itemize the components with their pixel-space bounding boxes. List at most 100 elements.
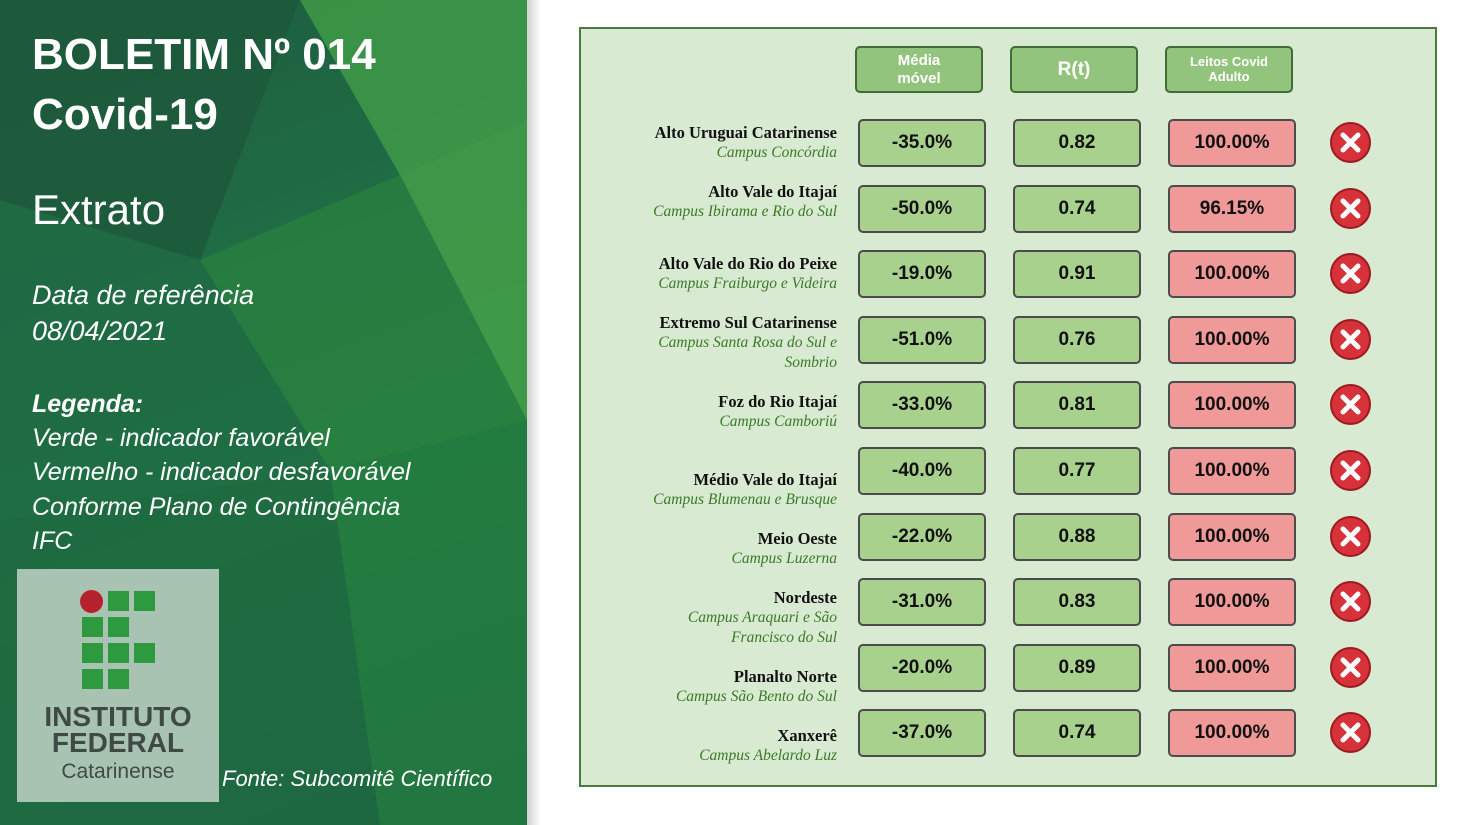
campus-name: Campus São Bento do Sul (675, 688, 837, 705)
bulletin-subject: Covid-19 (32, 90, 218, 139)
close-circle-icon (1330, 122, 1371, 163)
close-circle-icon (1330, 187, 1371, 229)
campus-name: Francisco do Sul (731, 629, 837, 646)
logo-square-icon (82, 617, 103, 637)
cell-rt: 0.88 (1013, 512, 1141, 561)
logo-circle-icon (80, 590, 103, 613)
region-name: Nordeste (773, 588, 837, 607)
region-name: Alto Uruguai Catarinense (654, 123, 837, 142)
close-circle-icon (1330, 581, 1371, 623)
cell-covid-beds: 100.00% (1168, 578, 1296, 627)
header-moving-average-line2: móvel (897, 69, 941, 87)
cell-rt: 0.81 (1013, 381, 1141, 430)
close-circle-icon (1330, 712, 1371, 754)
region-name: Alto Vale do Itajaí (708, 182, 837, 201)
close-circle-icon (1330, 450, 1371, 491)
region-name: Alto Vale do Rio do Peixe (658, 254, 837, 273)
cell-moving-average: -51.0% (858, 315, 986, 364)
cell-rt: 0.74 (1013, 709, 1141, 758)
region-label: Alto Vale do Itajaí Campus Ibirama e Rio … (597, 182, 837, 222)
close-circle-icon (1330, 646, 1371, 688)
campus-name: Sombrio (784, 354, 837, 371)
region-label: Alto Vale do Rio do Peixe Campus Fraiburg… (597, 254, 837, 294)
cell-rt: 0.77 (1013, 447, 1141, 495)
region-name: Planalto Norte (733, 667, 837, 686)
campus-name: Campus Fraiburgo e Videira (658, 275, 837, 292)
region-label: Nordeste Campus Araquari e São Francisco d… (597, 588, 837, 648)
reference-date-value: 08/04/2021 (32, 316, 168, 346)
cell-moving-average: -22.0% (858, 512, 986, 561)
cell-moving-average: -50.0% (858, 184, 986, 233)
source-note: Fonte: Subcomitê Científico (222, 766, 493, 791)
region-name: Extremo Sul Catarinense (659, 313, 837, 332)
logo-name-line2: FEDERAL (51, 727, 185, 758)
campus-name: Campus Ibirama e Rio do Sul (653, 203, 837, 220)
logo-square-icon (108, 617, 129, 637)
cell-covid-beds: 100.00% (1168, 315, 1296, 364)
campus-name: Campus Camboriú (719, 413, 837, 430)
legend-line-red: Vermelho - indicador desfavorável (32, 458, 411, 486)
cell-covid-beds: 100.00% (1168, 119, 1296, 167)
logo-square-icon (108, 591, 129, 611)
logo-square-icon (82, 669, 103, 689)
bulletin-title: BOLETIM Nº 014 (32, 30, 376, 79)
region-label: Xanxerê Campus Abelardo Luz (597, 726, 837, 766)
cell-moving-average: -20.0% (858, 643, 986, 692)
cell-moving-average: -33.0% (858, 381, 986, 430)
header-covid-beds-line1: Leitos Covid (1189, 53, 1268, 69)
legend-title: Legenda: (32, 390, 144, 418)
region-label: Meio Oeste Campus Luzerna (597, 529, 837, 569)
reference-date-label: Data de referência (32, 280, 255, 310)
campus-name: Campus Santa Rosa do Sul e (658, 334, 837, 351)
campus-name: Campus Araquari e São (687, 609, 837, 626)
campus-name: Campus Concórdia (716, 144, 837, 161)
cell-covid-beds: 100.00% (1168, 643, 1296, 692)
close-circle-icon (1330, 318, 1371, 360)
close-circle-icon (1330, 515, 1371, 557)
legend-line-plan: Conforme Plano de Contingência (32, 493, 401, 521)
cell-rt: 0.76 (1013, 315, 1141, 364)
header-moving-average-line1: Média (897, 52, 941, 70)
legend-line-ifc: IFC (32, 527, 73, 555)
close-circle-icon (1330, 253, 1371, 295)
cell-moving-average: -35.0% (858, 119, 986, 167)
campus-name: Campus Luzerna (731, 550, 837, 567)
cell-moving-average: -19.0% (858, 250, 986, 299)
header-moving-average: Média móvel (855, 46, 983, 93)
cell-rt: 0.91 (1013, 250, 1141, 299)
cell-rt: 0.82 (1013, 119, 1141, 167)
logo-square-icon (108, 643, 129, 663)
cell-moving-average: -40.0% (858, 447, 986, 495)
panel-shadow (527, 0, 541, 825)
region-name: Xanxerê (777, 726, 837, 745)
region-label: Foz do Rio Itajaí Campus Camboriú (597, 392, 837, 432)
header-covid-beds-line2: Adulto (1208, 68, 1250, 84)
header-covid-beds: Leitos Covid Adulto (1165, 46, 1293, 93)
close-circle-icon (1330, 384, 1371, 426)
cell-moving-average: -31.0% (858, 578, 986, 627)
region-label: Médio Vale do Itajaí Campus Blumenau e Br… (597, 470, 837, 510)
cell-covid-beds: 100.00% (1168, 709, 1296, 758)
logo-square-icon (108, 669, 129, 689)
cell-covid-beds: 100.00% (1168, 512, 1296, 561)
cell-rt: 0.83 (1013, 578, 1141, 627)
cell-rt: 0.89 (1013, 643, 1141, 692)
region-label: Extremo Sul Catarinense Campus Santa Rosa… (597, 313, 837, 373)
cell-moving-average: -37.0% (858, 709, 986, 758)
logo-square-icon (82, 643, 103, 663)
region-name: Médio Vale do Itajaí (693, 470, 837, 489)
extract-heading: Extrato (32, 186, 166, 233)
logo-subtitle: Catarinense (61, 760, 175, 783)
campus-name: Campus Abelardo Luz (699, 747, 837, 764)
cell-covid-beds: 100.00% (1168, 250, 1296, 299)
campus-name: Campus Blumenau e Brusque (653, 491, 837, 508)
cell-covid-beds: 100.00% (1168, 447, 1296, 495)
logo-square-icon (134, 591, 155, 611)
legend-line-green: Verde - indicador favorável (32, 424, 330, 452)
header-rt: R(t) (1010, 46, 1138, 93)
region-name: Meio Oeste (757, 529, 837, 548)
logo-square-icon (134, 643, 155, 663)
cell-rt: 0.74 (1013, 184, 1141, 233)
region-label: Planalto Norte Campus São Bento do Sul (597, 667, 837, 707)
region-label: Alto Uruguai Catarinense Campus Concórdia (597, 123, 837, 163)
